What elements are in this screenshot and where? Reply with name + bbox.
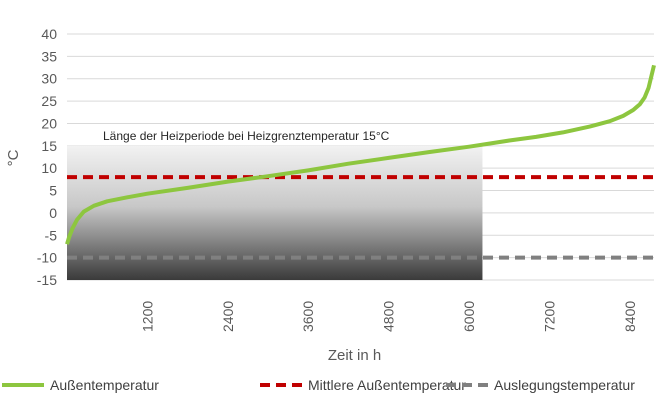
y-tick-label: 20 (41, 115, 57, 131)
y-tick-label: 40 (41, 26, 57, 42)
y-tick-label: 35 (41, 48, 57, 64)
y-tick-label: -10 (37, 250, 57, 266)
y-tick-label: 30 (41, 71, 57, 87)
y-tick-label: -15 (37, 272, 57, 288)
x-tick-label: 1200 (139, 301, 155, 332)
axes: -15 -10 -5 0 5 10 15 20 25 30 35 40 1200 2400 3600 4800… (37, 26, 638, 332)
heating-period-annotation: Länge der Heizperiode bei Heizgrenztempe… (103, 129, 390, 143)
x-axis-title: Zeit in h (328, 347, 381, 364)
y-tick-label: 5 (49, 183, 57, 199)
y-tick-label: 15 (41, 138, 57, 154)
y-axis-title: °C (5, 149, 22, 166)
y-tick-label: 10 (41, 160, 57, 176)
x-tick-label: 7200 (541, 301, 557, 332)
heating-period-region (67, 145, 483, 280)
x-tick-label: 6000 (461, 301, 477, 332)
y-tick-label: 25 (41, 93, 57, 109)
legend-label: Auslegungstemperatur (494, 377, 635, 393)
x-tick-label: 8400 (622, 301, 638, 332)
x-tick-label: 2400 (220, 301, 236, 332)
series-line (65, 64, 656, 245)
y-tick-label: 0 (49, 205, 57, 221)
series-lines (65, 64, 656, 260)
y-tick-label: -5 (45, 227, 58, 243)
legend: Außentemperatur Mittlere Außentemperatur A… (2, 377, 635, 393)
x-tick-label: 3600 (300, 301, 316, 332)
legend-label: Mittlere Außentemperatur (308, 377, 466, 393)
heating-period-shade (67, 145, 483, 280)
legend-label: Außentemperatur (50, 377, 159, 393)
x-tick-label: 4800 (381, 301, 397, 332)
